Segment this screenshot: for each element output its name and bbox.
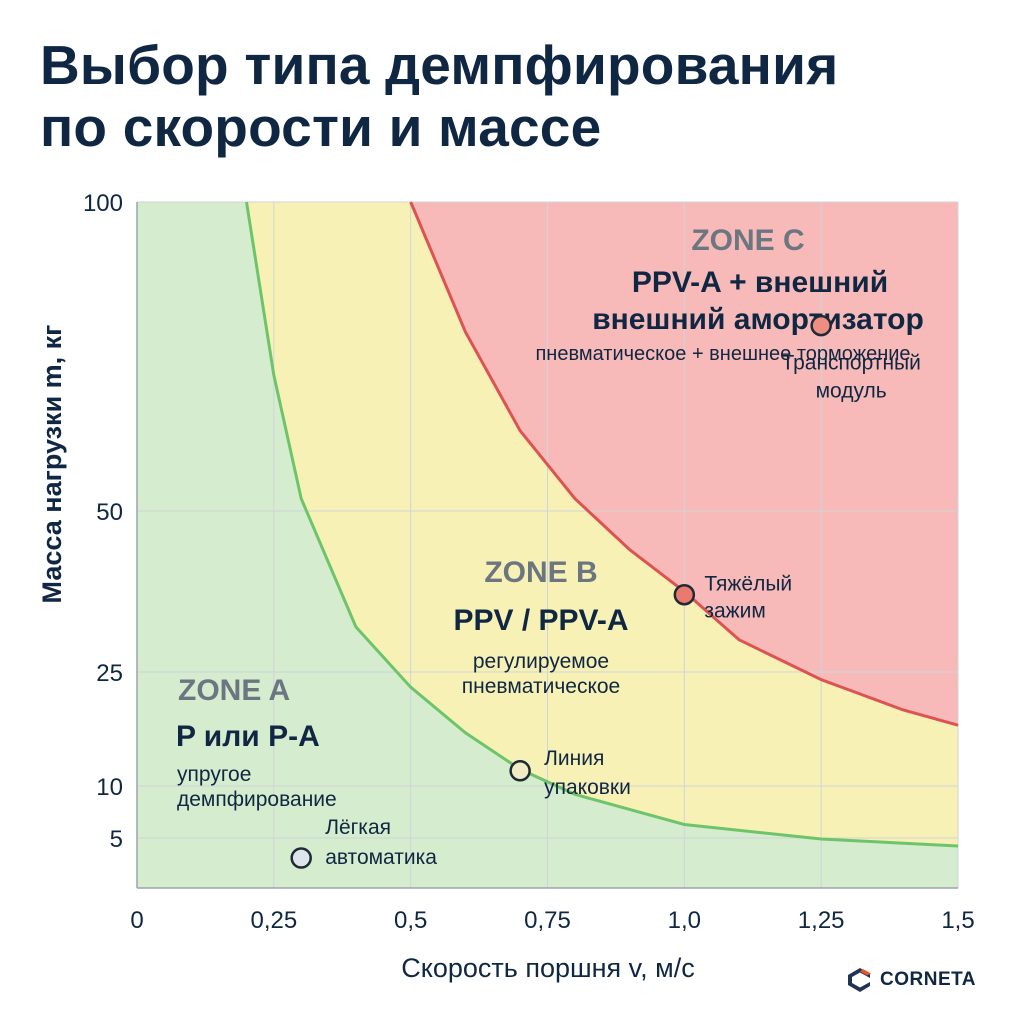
x-tick-label: 1,0 (668, 907, 701, 934)
boundary-a-b-line (245, 201, 959, 848)
x-axis-label: Скорость поршня v, м/с (401, 953, 695, 983)
x-tick-label: 1,25 (798, 907, 845, 934)
x-tick-label: 0,75 (524, 907, 571, 934)
y-axis-label: Масса нагрузки m, кг (37, 324, 67, 604)
x-tick-label: 0 (130, 907, 143, 934)
data-point-marker (810, 314, 832, 337)
boundary-b-c-line (409, 201, 959, 727)
y-tick-label: 100 (83, 190, 123, 217)
zone-b-desc-line-2: пневматическое (462, 675, 620, 698)
data-point-label-line-1: Транспортный (781, 352, 920, 375)
y-tick-label: 10 (96, 774, 123, 801)
corneta-logo-icon (848, 968, 871, 992)
x-tick-label: 0,5 (394, 907, 427, 934)
zone-a-name: ZONE A (178, 674, 290, 707)
brand: CORNETA (846, 966, 976, 994)
brand-name: CORNETA (880, 969, 977, 990)
zone-b-name: ZONE B (484, 556, 597, 589)
zone-b-desc-line-1: регулируемое (473, 650, 609, 673)
data-point-marker (509, 760, 531, 782)
data-point-label-line-1: Лёгкая (325, 816, 391, 839)
data-point-label-line-1: Линия (544, 747, 604, 770)
zone-a-desc-line-2: демпфирование (177, 788, 337, 811)
data-point-marker (673, 583, 696, 606)
zone-c-type-line-1: PPV-A + внешний (632, 266, 888, 299)
data-point-label-line-2: автоматика (325, 846, 437, 869)
data-point-marker (290, 847, 312, 869)
title-line-2: по скорости и массе (40, 96, 602, 158)
x-tick-label: 0,25 (250, 907, 297, 934)
x-tick-label: 1,5 (941, 907, 974, 934)
data-point-label-line-2: зажим (704, 600, 766, 623)
title-line-1: Выбор типа демпфирования (40, 34, 839, 96)
zone-a-desc-line-1: упругое (177, 763, 251, 786)
data-point-label-line-2: упаковки (544, 776, 631, 799)
y-tick-label: 5 (110, 826, 123, 853)
data-point-label-line-1: Тяжёлый (704, 573, 792, 596)
zone-c-name: ZONE C (691, 224, 804, 257)
zone-c-desc: пневматическое + внешнее торможение (535, 343, 910, 365)
page-title: Выбор типа демпфирования по скорости и м… (40, 34, 1000, 158)
data-point-label-line-2: модуль (816, 380, 887, 403)
y-tick-label: 25 (96, 660, 123, 687)
zone-a-type: P или P-A (176, 720, 320, 753)
y-tick-label: 50 (96, 499, 123, 526)
zone-b-type: PPV / PPV-A (453, 604, 628, 637)
zone-c-type-line-2: внешний амортизатор (592, 303, 924, 336)
